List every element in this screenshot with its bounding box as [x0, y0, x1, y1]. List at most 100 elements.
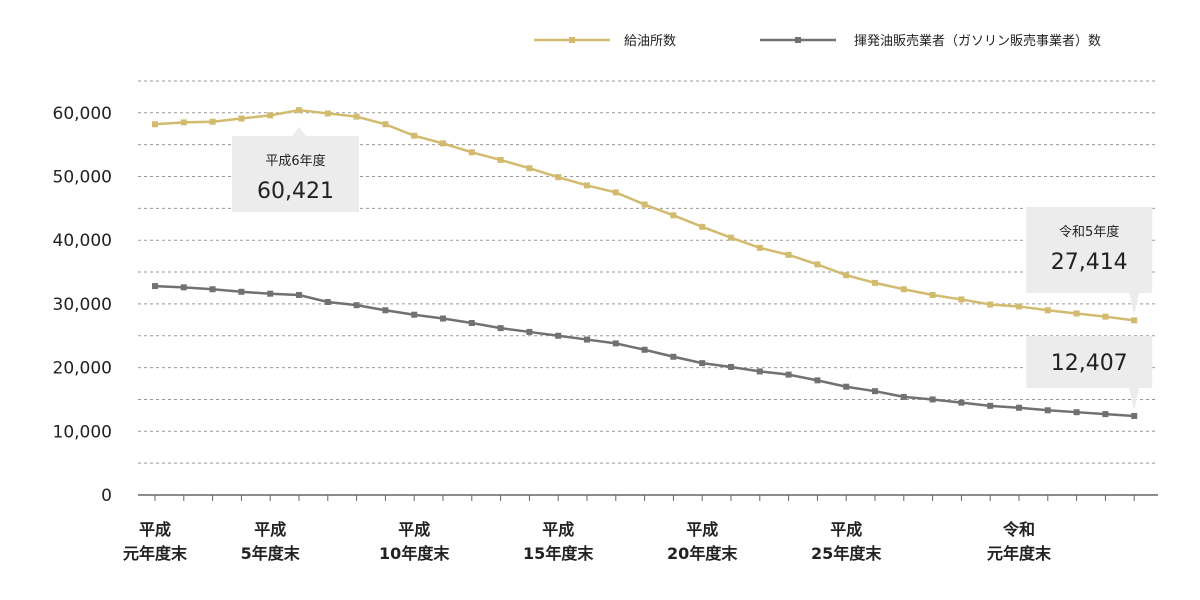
data-point [238, 115, 245, 122]
data-point [353, 302, 360, 309]
data-point [411, 311, 418, 318]
data-point [555, 174, 562, 181]
data-point [267, 112, 274, 119]
x-tick-label: 平成 [686, 520, 718, 539]
data-point [958, 399, 965, 406]
data-point [382, 307, 389, 314]
annotations: 平成6年度 60,421 令和5年度 27,414 12,407 [232, 127, 1153, 411]
data-point [872, 279, 878, 286]
data-point [324, 110, 331, 117]
data-point [209, 118, 216, 125]
x-tick-label: 10年度末 [379, 544, 450, 563]
data-point [756, 244, 763, 251]
data-point [1073, 310, 1080, 317]
data-point [814, 377, 821, 384]
data-point [1044, 407, 1051, 414]
legend-item: 揮発油販売業者（ガソリン販売事業者）数 [760, 33, 1101, 49]
data-point [324, 298, 331, 305]
data-point [468, 320, 475, 327]
data-point [785, 251, 792, 258]
data-point [584, 336, 590, 343]
data-point [900, 393, 907, 400]
x-tick-label: 平成 [254, 520, 286, 539]
y-tick-label: 10,000 [53, 422, 112, 442]
x-tick-label: 20年度末 [667, 544, 738, 563]
callout-value: 27,414 [1051, 250, 1128, 275]
data-point [296, 107, 302, 114]
y-tick-label: 60,000 [53, 104, 112, 124]
legend-swatch-marker [795, 37, 801, 43]
data-point [987, 402, 994, 409]
callout: 12,407 [1026, 336, 1153, 411]
data-point [612, 189, 619, 196]
callout-pointer [1129, 388, 1140, 411]
data-point [1016, 303, 1022, 310]
data-point [987, 301, 994, 308]
data-point [238, 288, 245, 295]
data-point [785, 371, 792, 378]
data-point [555, 332, 562, 339]
x-tick-label: 25年度末 [811, 544, 882, 563]
data-point [756, 368, 763, 375]
data-point [180, 119, 187, 126]
data-point [152, 283, 158, 290]
x-tick-label: 15年度末 [523, 544, 594, 563]
data-point [267, 290, 274, 297]
callout-value: 12,407 [1051, 351, 1128, 376]
data-point [209, 286, 216, 293]
x-tick-label: 平成 [139, 520, 171, 539]
data-point [1073, 409, 1080, 416]
y-tick-label: 40,000 [53, 231, 112, 251]
callout-value: 60,421 [257, 179, 334, 204]
legend-label: 給油所数 [624, 34, 676, 49]
callout: 令和5年度 27,414 [1026, 207, 1153, 316]
data-point [641, 346, 648, 353]
x-tick-label: 平成 [830, 520, 862, 539]
data-point [353, 113, 360, 120]
data-point [584, 182, 590, 189]
data-point [526, 165, 533, 172]
data-point [411, 132, 418, 139]
x-tick-label: 5年度末 [241, 544, 301, 563]
data-point [440, 315, 446, 322]
callout-subtitle: 令和5年度 [1059, 224, 1119, 240]
data-point [1102, 313, 1109, 320]
data-point [728, 234, 734, 241]
data-point [497, 325, 504, 332]
data-point [296, 291, 302, 298]
data-point [1016, 404, 1022, 411]
callout-box [1026, 336, 1153, 388]
y-tick-label: 0 [101, 486, 112, 506]
legend: 給油所数 揮発油販売業者（ガソリン販売事業者）数 [534, 33, 1101, 49]
x-tick-label: 元年度末 [123, 544, 188, 563]
callout-pointer [1129, 293, 1140, 316]
legend-label: 揮発油販売業者（ガソリン販売事業者）数 [854, 33, 1101, 49]
y-tick-label: 50,000 [53, 168, 112, 188]
data-point [180, 284, 187, 291]
data-point [1044, 307, 1051, 314]
data-point [843, 272, 850, 279]
y-axis-ticks: 0 10,000 20,000 30,000 40,000 50,000 60,000 [53, 104, 112, 506]
data-point [929, 291, 936, 298]
data-point [728, 363, 734, 370]
data-point [382, 121, 389, 128]
data-point [843, 383, 850, 390]
callout-box [232, 136, 359, 212]
data-point [929, 396, 936, 403]
series-lines [152, 107, 1138, 419]
data-point [670, 212, 677, 219]
data-point [958, 296, 965, 303]
data-point [641, 201, 648, 208]
x-tick-label: 平成 [542, 520, 574, 539]
data-point [699, 223, 706, 230]
callout-subtitle: 平成6年度 [265, 153, 325, 169]
x-tick-label: 平成 [398, 520, 430, 539]
callout-box [1026, 207, 1153, 293]
y-tick-label: 20,000 [53, 359, 112, 379]
data-point [612, 340, 619, 347]
axes [138, 494, 1158, 501]
data-point [1102, 411, 1109, 418]
data-point [699, 360, 706, 367]
